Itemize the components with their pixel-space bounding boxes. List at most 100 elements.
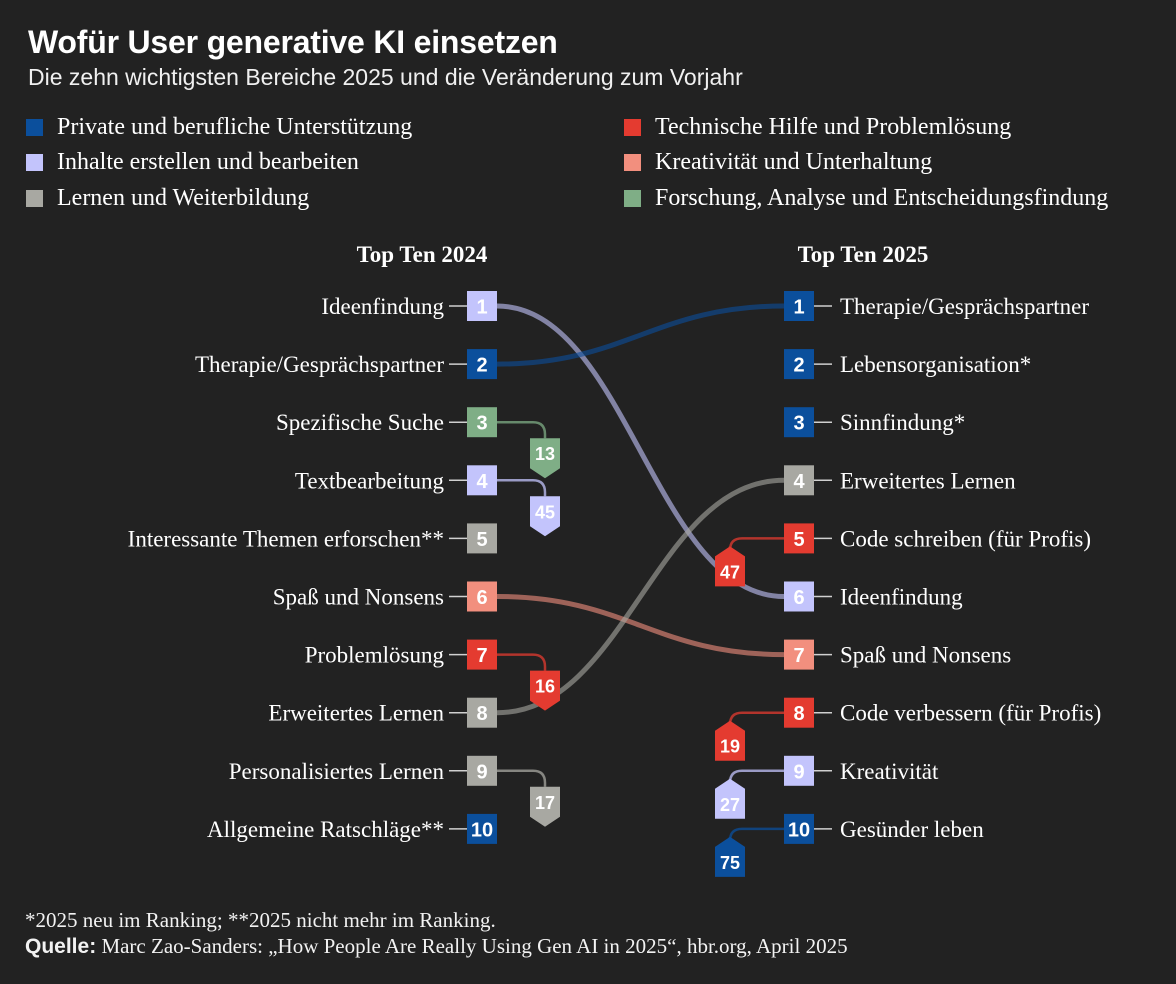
off-chart-marker [530,496,560,537]
source: Quelle: Marc Zao-Sanders: „How People Ar… [25,933,848,960]
label-2025: Sinnfindung* [840,410,965,435]
legend-label: Private und berufliche Unterstützung [57,113,413,140]
rank-connector [497,769,547,787]
rank-2024-box [467,755,497,786]
rank-connector [494,594,787,658]
legend-swatch [624,118,641,136]
rank-2025-box [784,407,814,438]
off-chart-rank: 16 [535,677,555,697]
rank-2024-number: 4 [476,471,488,493]
rank-2025-number: 3 [793,413,804,435]
column-header: Top Ten 2025 [798,242,929,267]
label-2024: Ideenfindung [321,294,444,319]
legend-label: Technische Hilfe und Problemlösung [655,113,1012,140]
rank-2024-number: 2 [476,355,487,377]
off-chart-marker [530,438,560,479]
off-chart-marker [530,786,560,827]
rank-2024-box [467,639,497,670]
off-chart-marker [715,836,745,877]
label-2024: Spaß und Nonsens [273,585,444,610]
off-chart-marker [715,546,745,587]
rank-2025-box [784,813,814,844]
label-2024: Spezifische Suche [276,410,444,435]
rank-connector [728,769,784,783]
rank-2024-box [467,697,497,728]
rank-2025-number: 4 [793,471,805,493]
rank-2024-box [467,813,497,844]
off-chart-rank: 75 [720,853,740,873]
rank-connector [728,711,784,725]
rank-2024-number: 10 [471,819,493,841]
legend-swatch [624,189,641,207]
label-2024: Therapie/Gesprächspartner [195,352,444,377]
legend-swatch [26,118,43,136]
rank-2024-number: 5 [476,529,487,551]
node-layer: Ideenfindung 1 Therapie/Gesprächspartner 2 S… [128,291,1101,877]
rank-2025-number: 5 [793,529,804,551]
rank-connector [728,537,784,551]
rank-2025-box [784,291,814,321]
label-2025: Code schreiben (für Profis) [840,526,1091,551]
label-2025: Spaß und Nonsens [840,643,1011,668]
label-2025: Gesünder leben [840,817,984,842]
rank-2025-box [784,755,814,786]
legend-label: Lernen und Weiterbildung [57,184,310,211]
rank-2024-box [467,581,497,612]
label-2024: Interessante Themen erforschen** [128,526,444,551]
column-header: Top Ten 2024 [357,242,488,267]
rank-2024-box [467,465,497,496]
legend-item: Private und berufliche Unterstützung [26,112,412,142]
rank-connector [494,303,787,367]
source-text: Marc Zao-Sanders: „How People Are Really… [96,934,848,958]
off-chart-rank: 17 [535,793,555,813]
off-chart-rank: 47 [720,562,740,582]
rank-2024-number: 6 [476,587,487,609]
rank-2024-number: 8 [476,703,487,725]
legend-swatch [26,153,43,171]
legend-item: Technische Hilfe und Problemlösung [624,112,1011,142]
rank-2025-number: 9 [793,761,804,783]
label-2025: Therapie/Gesprächspartner [840,294,1089,319]
rank-2025-number: 6 [793,587,804,609]
rank-2025-box [784,523,814,554]
source-label: Quelle: [25,935,97,958]
rank-2025-box [784,697,814,728]
rank-2025-number: 2 [793,355,804,377]
footer: *2025 neu im Ranking; **2025 nicht mehr … [25,907,848,960]
label-2025: Code verbessern (für Profis) [840,701,1101,726]
legend: Private und berufliche Unterstützung Inh… [26,112,1166,222]
off-chart-marker [530,670,560,711]
chart-subtitle: Die zehn wichtigsten Bereiche 2025 und d… [28,64,743,90]
rank-2024-number: 1 [476,297,487,319]
rank-connector [497,653,547,671]
legend-label: Forschung, Analyse und Entscheidungsfind… [655,184,1109,211]
legend-item: Kreativität und Unterhaltung [624,147,932,177]
off-chart-marker [715,720,745,761]
legend-label: Inhalte erstellen und bearbeiten [57,148,359,175]
slope-chart: Top Ten 2024 Top Ten 2025 Ideenfindung 1 The… [128,242,1101,877]
rank-2024-box [467,523,497,554]
legend-swatch [26,189,43,207]
label-2025: Ideenfindung [840,585,963,610]
rank-2024-number: 7 [476,645,487,667]
chart-title: Wofür User generative KI einsetzen [28,24,558,60]
legend-swatch [624,153,641,171]
rank-connector [497,479,547,497]
rank-2024-box [467,407,497,438]
rank-2025-box [784,349,814,380]
legend-item: Lernen und Weiterbildung [26,183,309,213]
rank-2024-number: 9 [476,761,487,783]
rank-2025-number: 7 [793,645,804,667]
rank-2025-box [784,581,814,612]
legend-item: Inhalte erstellen und bearbeiten [26,147,359,177]
label-2025: Lebensorganisation* [840,352,1031,377]
rank-2025-box [784,639,814,670]
label-2024: Textbearbeitung [295,468,445,493]
off-chart-marker [715,778,745,819]
rank-2025-number: 8 [793,703,804,725]
rank-connector [497,420,547,439]
footnote: *2025 neu im Ranking; **2025 nicht mehr … [25,908,496,932]
legend-item: Forschung, Analyse und Entscheidungsfind… [624,183,1108,213]
rank-2024-number: 3 [476,413,487,435]
label-2025: Kreativität [840,759,939,784]
